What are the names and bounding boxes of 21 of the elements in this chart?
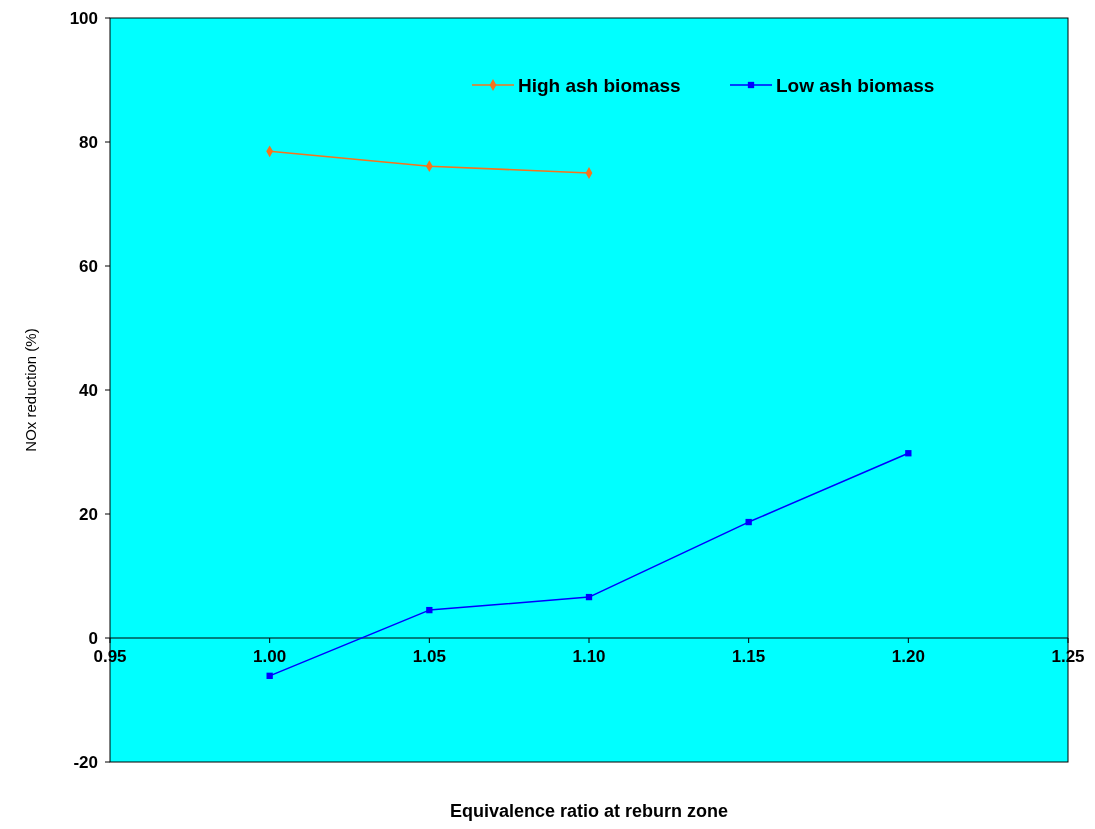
x-tick-label: 1.00 [253,647,287,666]
x-tick-label: 1.10 [572,647,606,666]
y-tick-label: 60 [79,257,98,276]
point [745,518,752,526]
y-tick-label: 40 [79,381,98,400]
x-axis-title: Equivalence ratio at reburn zone [449,801,729,821]
y-tick-label: -20 [73,753,98,772]
x-tick-label: 1.05 [412,647,446,666]
x-tick-label: 1.20 [891,647,925,666]
x-tick-label: 1.15 [732,647,766,666]
point [426,606,433,614]
y-tick-label: 80 [79,133,98,152]
y-tick-label: 0 [88,629,98,648]
y-tick-label: 100 [69,9,98,28]
y-tick-label: 20 [79,505,98,524]
point [905,450,912,457]
point [266,672,273,679]
point [585,593,593,601]
legend-label: High ash biomass [518,75,681,96]
legend-label: Low ash biomass [776,75,935,96]
y-axis-title: NOx reduction (%) [22,328,39,452]
